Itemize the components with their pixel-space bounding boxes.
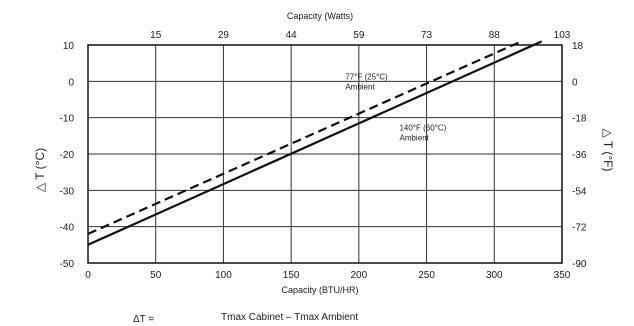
right-axis-title: △ T (°F) xyxy=(601,129,615,172)
y-tick-label-left: -30 xyxy=(60,186,75,197)
ticks-layer: 0 50 100 150 200 250 300 350100-10-20-30-40-501… xyxy=(60,30,587,281)
annotation-label: 77°F (25°C) xyxy=(345,73,388,82)
x-tick-label-bottom: 100 xyxy=(215,270,232,281)
annotation-label: 140°F (60°C) xyxy=(399,123,446,132)
x-tick-label-top: 59 xyxy=(353,30,365,41)
formula-rhs: Tmax Cabinet – Tmax Ambient xyxy=(221,312,358,323)
bottom-axis-title: Capacity (BTU/HR) xyxy=(281,285,358,295)
grid xyxy=(88,45,562,263)
formula-lhs: ΔT = xyxy=(133,314,154,325)
series-line-140f-ambient xyxy=(87,40,543,246)
y-tick-label-left: -20 xyxy=(60,150,75,161)
x-tick-label-top: 15 xyxy=(150,30,162,41)
series-line-77f-ambient xyxy=(87,40,522,235)
x-tick-label-bottom: 0 xyxy=(85,270,91,281)
y-tick-label-right: 18 xyxy=(572,41,584,52)
x-tick-label-top: 73 xyxy=(421,30,433,41)
y-tick-label-left: -50 xyxy=(60,259,75,270)
left-axis-title: △ T (°C) xyxy=(33,148,47,192)
y-tick-label-right: -36 xyxy=(572,150,587,161)
y-tick-label-left: -10 xyxy=(60,114,75,125)
x-tick-label-bottom: 250 xyxy=(418,270,435,281)
series-layer xyxy=(87,40,543,246)
x-tick-label-top: 29 xyxy=(218,30,230,41)
y-tick-label-right: 0 xyxy=(572,77,578,88)
x-tick-label-bottom: 200 xyxy=(351,270,368,281)
x-tick-label-top: 103 xyxy=(554,30,571,41)
y-tick-label-right: -72 xyxy=(572,223,587,234)
annotation-label: Ambient xyxy=(345,83,375,92)
y-tick-label-right: -90 xyxy=(572,259,587,270)
x-tick-label-bottom: 150 xyxy=(283,270,300,281)
x-tick-label-bottom: 50 xyxy=(150,270,162,281)
y-tick-label-right: -18 xyxy=(572,114,587,125)
y-tick-label-left: 10 xyxy=(63,41,75,52)
x-tick-label-top: 88 xyxy=(489,30,501,41)
top-axis-title: Capacity (Watts) xyxy=(287,11,353,21)
y-tick-label-left: 0 xyxy=(68,77,74,88)
y-tick-label-left: -40 xyxy=(60,223,75,234)
plot-frame xyxy=(87,44,563,264)
annotation-label: Ambient xyxy=(399,133,429,142)
y-tick-label-right: -54 xyxy=(572,186,587,197)
x-tick-label-top: 44 xyxy=(286,30,298,41)
x-tick-label-bottom: 300 xyxy=(486,270,503,281)
x-tick-label-bottom: 350 xyxy=(554,270,571,281)
